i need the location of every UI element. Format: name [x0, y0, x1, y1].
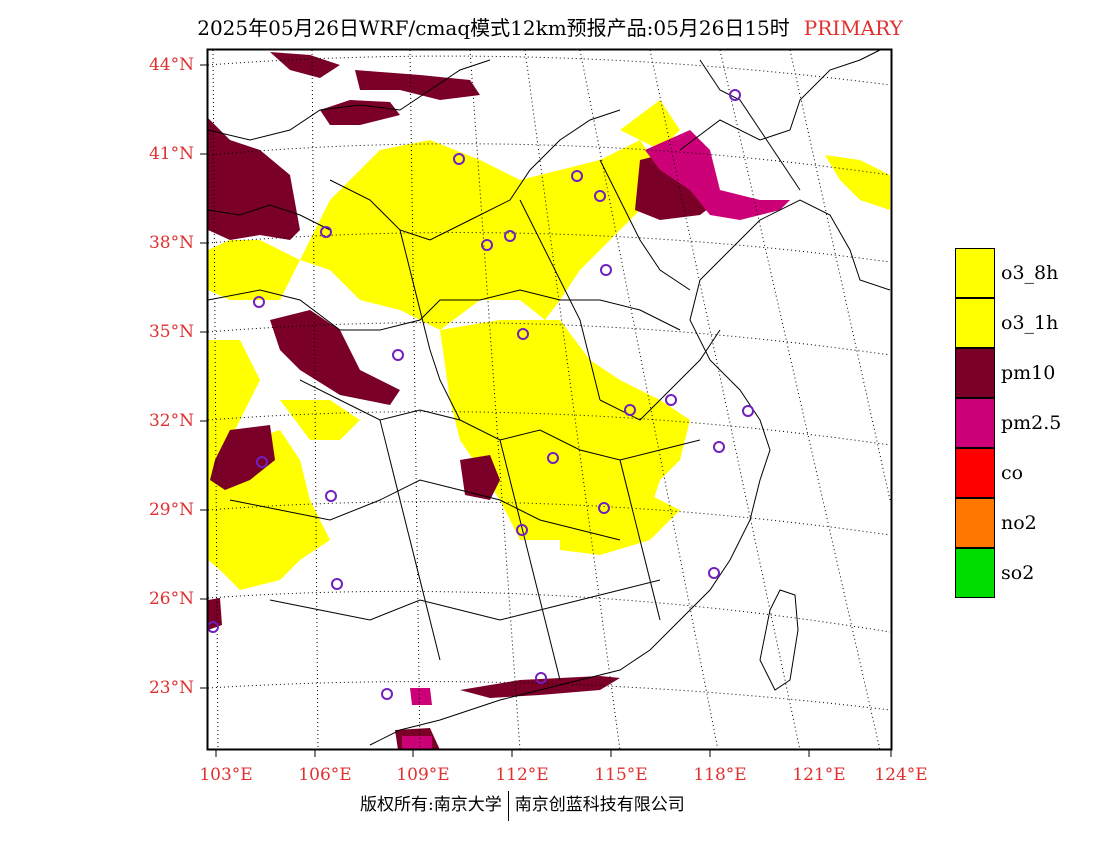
legend-label: o3_8h — [1001, 262, 1059, 284]
legend-label: so2 — [1001, 562, 1035, 584]
prov-1 — [207, 289, 681, 331]
coastline — [369, 199, 891, 746]
prov-9 — [379, 419, 441, 661]
pm10-field-ne — [635, 150, 720, 220]
prov-7 — [519, 199, 601, 401]
lon-label-118: 118°E — [693, 765, 747, 785]
pm10-field-top — [270, 52, 340, 78]
prov-11 — [619, 459, 661, 621]
pm10-field-sw2 — [208, 598, 222, 630]
lon-label-124: 124°E — [874, 765, 928, 785]
prov-15 — [699, 59, 801, 191]
o3-field-mid — [280, 400, 360, 440]
title-tag: PRIMARY — [803, 16, 903, 40]
copyright-right: 南京创蓝科技有限公司 — [514, 795, 685, 815]
lon-label-115: 115°E — [594, 765, 648, 785]
title-text: 2025年05月26日WRF/cmaq模式12km预报产品:05月26日15时 — [197, 16, 790, 40]
o3-field-east — [620, 100, 680, 150]
prov-4 — [269, 579, 661, 621]
pm10-field-north2 — [320, 100, 400, 125]
legend-label: o3_1h — [1001, 312, 1059, 334]
axis-ticks — [200, 64, 892, 757]
lat-label-23: 23°N — [148, 678, 194, 698]
prov-14 — [207, 204, 331, 231]
lon-label-103: 103°E — [199, 765, 253, 785]
lat-label-26: 26°N — [148, 589, 194, 609]
lat-label-35: 35°N — [148, 322, 194, 342]
o3-field-coast — [825, 155, 890, 210]
legend-swatch — [955, 398, 995, 448]
prov-10 — [499, 439, 561, 681]
pm10-field-nw — [208, 118, 300, 240]
prov-13 — [599, 159, 691, 291]
o3-field-north — [208, 140, 660, 330]
lon-label-112: 112°E — [495, 765, 549, 785]
pm10-field-north — [355, 70, 480, 100]
pm25-field-s — [410, 688, 432, 705]
legend-swatch — [955, 298, 995, 348]
lat-label-44: 44°N — [148, 55, 194, 75]
legend-label: pm10 — [1001, 362, 1056, 384]
legend-swatch — [955, 348, 995, 398]
map-frame — [206, 48, 893, 751]
prov-5 — [329, 109, 621, 241]
pm10-field-sw — [210, 425, 275, 490]
pm10-field-center — [270, 310, 400, 405]
lat-label-29: 29°N — [148, 500, 194, 520]
lon-label-121: 121°E — [792, 765, 846, 785]
copyright-left: 版权所有:南京大学 — [360, 795, 502, 815]
legend-label: pm2.5 — [1001, 412, 1062, 434]
taiwan — [759, 589, 799, 691]
legend-swatch — [955, 248, 995, 298]
lat-label-32: 32°N — [148, 411, 194, 431]
legend-label: no2 — [1001, 512, 1037, 534]
pm10-field-s — [460, 676, 620, 698]
map-title: 2025年05月26日WRF/cmaq模式12km预报产品:05月26日15时 P… — [0, 12, 1100, 41]
legend-swatch — [955, 498, 995, 548]
pollutant-fields — [208, 52, 890, 750]
o3-field-central — [440, 320, 690, 540]
o3-field-sw — [208, 340, 330, 590]
legend-label: co — [1001, 462, 1024, 484]
copyright-footer: 版权所有:南京大学 南京创蓝科技有限公司 — [360, 790, 685, 821]
station-markers — [207, 89, 754, 700]
pm25-field-s2 — [402, 736, 432, 750]
pm10-field-sc — [460, 455, 500, 500]
legend-swatch — [955, 448, 995, 498]
lat-label-38: 38°N — [148, 233, 194, 253]
prov-3 — [229, 479, 621, 541]
pm25-field-ne — [645, 130, 790, 220]
boundaries — [207, 49, 891, 746]
bohai-coast — [679, 49, 881, 151]
prov-12 — [207, 59, 491, 141]
footer-divider — [507, 790, 509, 821]
graticule — [207, 49, 891, 751]
o3-field-south1 — [560, 490, 680, 555]
legend-swatch — [955, 548, 995, 598]
lon-label-109: 109°E — [396, 765, 450, 785]
prov-6 — [399, 229, 461, 421]
lon-label-106: 106°E — [298, 765, 352, 785]
lat-label-41: 41°N — [148, 144, 194, 164]
